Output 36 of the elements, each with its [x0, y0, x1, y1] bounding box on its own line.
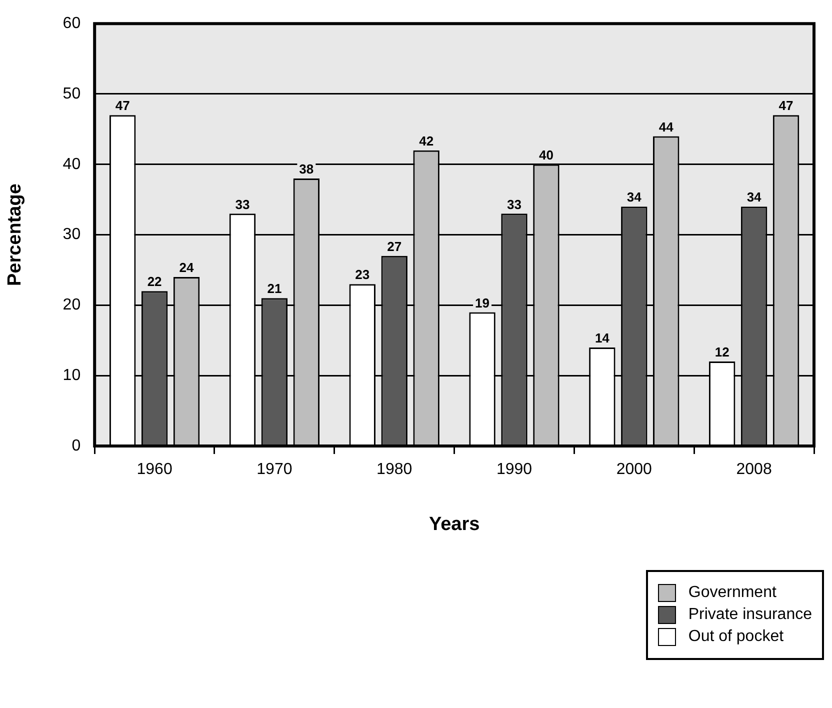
data-label: 44 — [658, 119, 674, 134]
data-label: 47 — [115, 98, 130, 114]
data-label: 42 — [419, 133, 434, 148]
data-label: 38 — [299, 162, 314, 177]
y-tick-label: 50 — [62, 85, 81, 102]
data-label: 24 — [179, 260, 195, 276]
y-axis-title: Percentage — [4, 184, 26, 286]
data-label: 33 — [507, 196, 522, 212]
x-tick-label: 2008 — [736, 461, 772, 478]
data-label: 33 — [235, 196, 250, 212]
x-tick-label: 2000 — [616, 461, 652, 478]
y-tick-label: 40 — [62, 156, 81, 173]
data-label: 19 — [475, 295, 490, 310]
x-tick-label: 1970 — [256, 461, 292, 478]
data-label: 12 — [714, 344, 730, 360]
y-tick-label: 20 — [62, 296, 81, 314]
legend-label: Out of pocket — [688, 628, 784, 646]
data-label: 22 — [147, 274, 162, 290]
legend-label: Private insurance — [688, 606, 812, 624]
x-axis-title: Years — [428, 514, 480, 535]
data-label: 40 — [538, 147, 554, 162]
y-tick-label: 60 — [62, 15, 81, 32]
legend-label: Government — [688, 584, 776, 602]
y-tick-label: 10 — [62, 367, 81, 384]
data-label: 34 — [746, 190, 762, 205]
y-tick-label: 0 — [72, 437, 81, 454]
x-tick-label: 1980 — [376, 461, 412, 478]
data-label: 21 — [267, 281, 282, 296]
x-tick-label: 1960 — [136, 461, 172, 478]
data-label: 14 — [594, 330, 610, 346]
x-tick-label: 1990 — [496, 461, 532, 478]
data-label: 47 — [778, 98, 794, 114]
data-label: 27 — [387, 239, 402, 254]
data-label: 23 — [355, 267, 370, 282]
y-tick-label: 30 — [62, 226, 81, 244]
data-label: 34 — [626, 190, 642, 205]
